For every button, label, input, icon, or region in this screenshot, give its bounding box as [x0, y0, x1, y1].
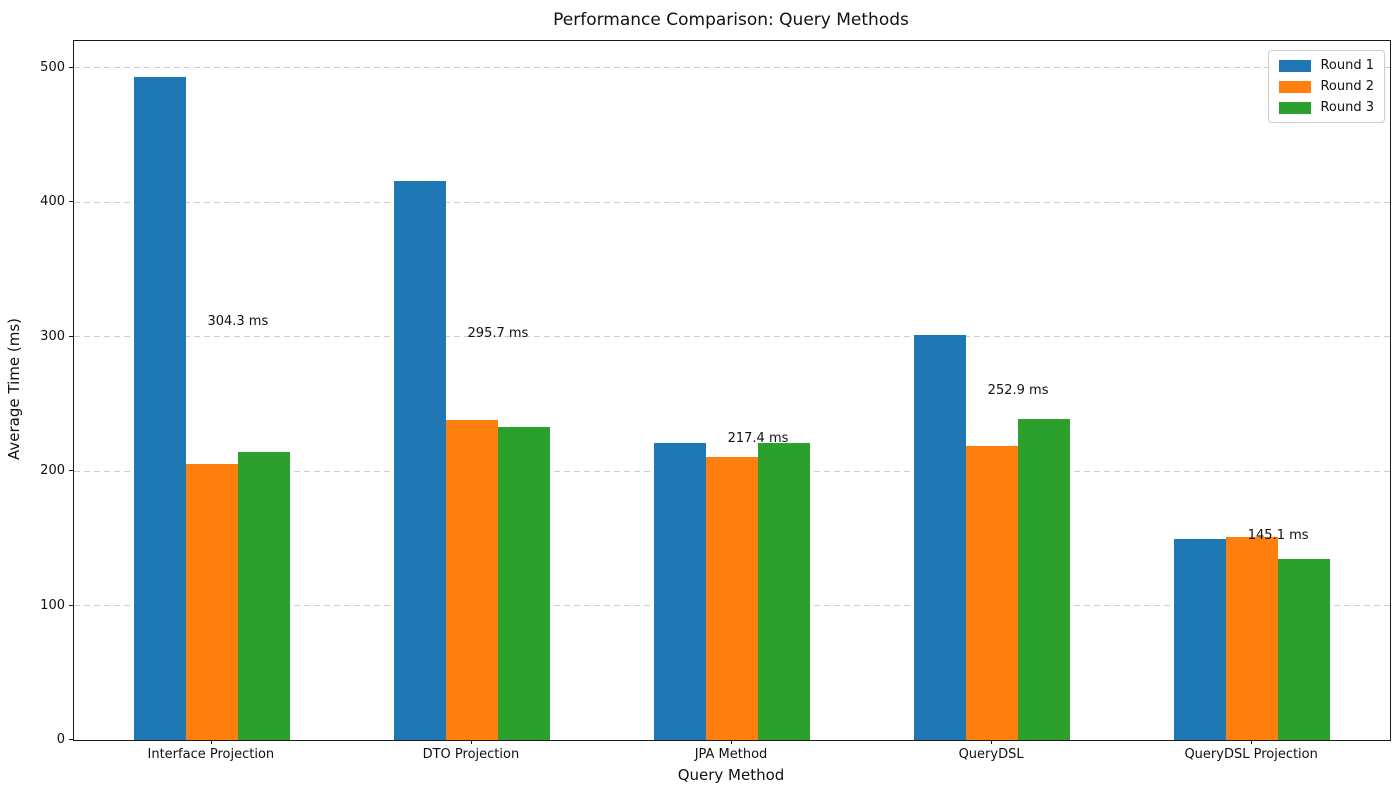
- bar-round3-1: [237, 451, 290, 740]
- y-tick-label: 300: [40, 328, 65, 344]
- value-annotation: 295.7 ms: [467, 325, 529, 341]
- value-annotation: 145.1 ms: [1247, 527, 1309, 543]
- y-tick-label: 200: [40, 463, 65, 479]
- x-tick-mark: [470, 740, 472, 744]
- y-tick-label: 100: [40, 597, 65, 613]
- bar-round2-4: [966, 445, 1019, 740]
- legend-label: Round 1: [1320, 58, 1374, 73]
- plot-area: Round 1 Round 2 Round 3 304.3 ms 295.7 ms 21…: [73, 40, 1391, 741]
- bar-round1-2: [393, 181, 446, 740]
- legend-label: Round 3: [1320, 100, 1374, 115]
- y-tick-mark: [69, 201, 73, 203]
- legend-entry: Round 2: [1279, 79, 1374, 94]
- x-tick-label: Interface Projection: [147, 747, 275, 762]
- value-annotation: 217.4 ms: [727, 430, 789, 446]
- grid-line: [74, 67, 1390, 69]
- x-tick-label: DTO Projection: [422, 747, 520, 762]
- legend-swatch: [1279, 80, 1312, 93]
- bar-round3-2: [497, 426, 550, 740]
- x-tick-label: QueryDSL: [958, 747, 1024, 762]
- legend-label: Round 2: [1320, 79, 1374, 94]
- bar-round2-1: [185, 464, 238, 740]
- x-tick-label: JPA Method: [694, 747, 768, 762]
- legend-entry: Round 1: [1279, 58, 1374, 73]
- y-tick-label: 500: [40, 59, 65, 75]
- bar-round2-3: [705, 457, 758, 740]
- y-tick-label: 400: [40, 194, 65, 210]
- bar-round1-3: [653, 443, 706, 740]
- bar-round2-2: [445, 419, 498, 740]
- bar-round2-5: [1226, 537, 1279, 740]
- legend-entry: Round 3: [1279, 100, 1374, 115]
- legend-swatch: [1279, 101, 1312, 114]
- y-tick-mark: [69, 66, 73, 68]
- x-tick-mark: [731, 740, 732, 744]
- bar-round3-5: [1278, 558, 1331, 740]
- bar-round3-4: [1018, 419, 1071, 740]
- bar-round1-1: [133, 77, 186, 740]
- y-tick-mark: [69, 739, 73, 740]
- y-tick-label: 0: [56, 732, 65, 747]
- grid-line: [74, 201, 1390, 203]
- x-tick-mark: [991, 740, 993, 744]
- legend-swatch: [1279, 59, 1312, 72]
- value-annotation: 304.3 ms: [207, 313, 269, 329]
- y-tick-mark: [69, 604, 73, 606]
- bar-round3-3: [758, 443, 811, 740]
- x-tick-label: QueryDSL Projection: [1184, 747, 1318, 762]
- x-axis-label: Query Method: [677, 766, 785, 784]
- x-tick-mark: [1251, 740, 1253, 744]
- bar-round1-5: [1174, 539, 1227, 740]
- legend: Round 1 Round 2 Round 3: [1268, 50, 1385, 123]
- value-annotation: 252.9 ms: [987, 383, 1049, 399]
- bar-round1-4: [914, 335, 967, 740]
- grid-line: [74, 336, 1390, 338]
- x-tick-mark: [210, 740, 212, 744]
- chart-title: Performance Comparison: Query Methods: [553, 10, 909, 30]
- y-tick-mark: [69, 470, 73, 472]
- y-tick-mark: [69, 335, 73, 337]
- y-axis-label: Average Time (ms): [5, 318, 23, 460]
